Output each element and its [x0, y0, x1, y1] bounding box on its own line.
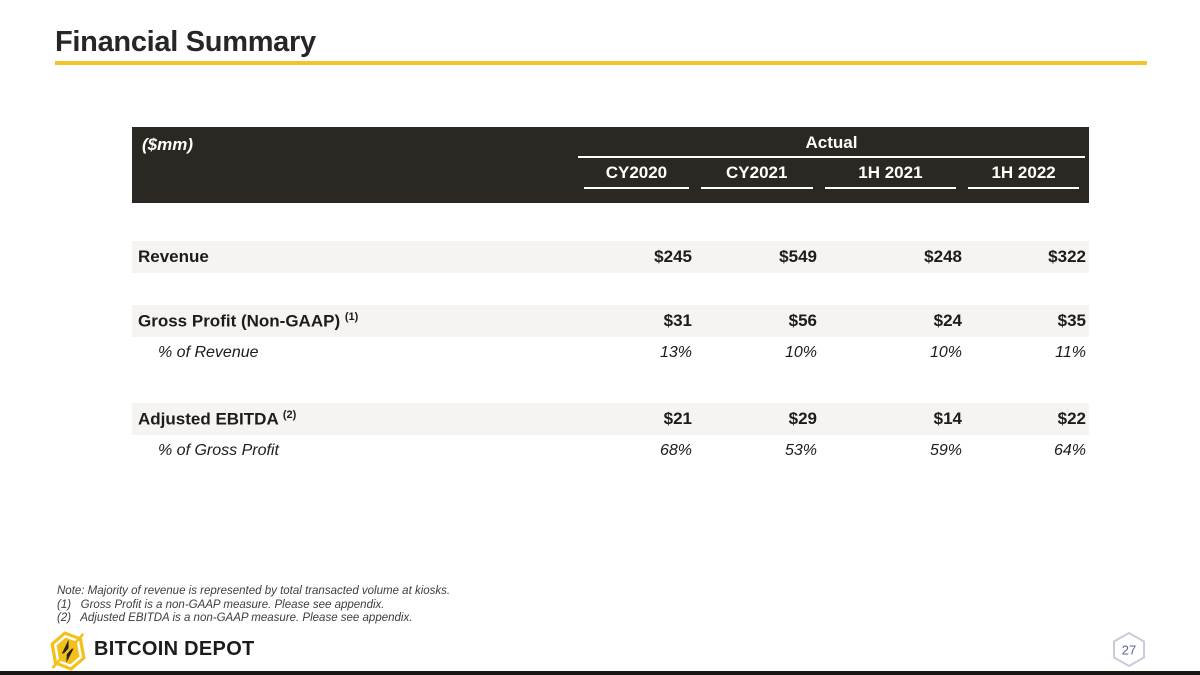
- group-header-rule: [578, 156, 1085, 158]
- bitcoin-depot-logo-icon: [50, 631, 86, 671]
- value-cell: 13%: [659, 343, 692, 361]
- table-row: Gross Profit (Non-GAAP) (1) $31 $56 $24 $35: [132, 305, 1089, 337]
- table-header-columns-group: Actual CY2020 CY2021 1H 2021 1H 2022: [578, 127, 1085, 203]
- page-number: 27: [1122, 643, 1136, 658]
- page-number-badge: 27: [1113, 631, 1145, 668]
- column-header: CY2020: [578, 163, 695, 189]
- footnote-line: Note: Majority of revenue is represented…: [57, 585, 451, 597]
- value-cell: $22: [1057, 409, 1086, 428]
- column-header: 1H 2022: [962, 163, 1085, 189]
- footnote-marker: (2): [282, 408, 297, 421]
- value-cell: $24: [933, 311, 962, 330]
- table-section: Adjusted EBITDA (2) $21 $29 $14 $22 % of Gros…: [132, 403, 1089, 466]
- row-label: Adjusted EBITDA (2): [138, 408, 297, 429]
- brand-name: BITCOIN DEPOT: [94, 638, 255, 660]
- table-row: % of Revenue 13% 10% 10% 11%: [132, 337, 1089, 368]
- column-header: 1H 2021: [819, 163, 963, 189]
- value-cell: 68%: [659, 441, 692, 459]
- value-cell: $14: [933, 409, 962, 428]
- row-label: % of Gross Profit: [158, 441, 279, 459]
- title-underline: [55, 61, 1147, 65]
- value-cell: 64%: [1053, 441, 1086, 459]
- value-cell: $56: [788, 311, 817, 330]
- table-body: Revenue $245 $549 $248 $322 Gross Profit (Non…: [132, 241, 1089, 466]
- footnote-line: (2) Adjusted EBITDA is a non-GAAP measur…: [57, 612, 413, 624]
- row-label: % of Revenue: [158, 343, 259, 361]
- value-cell: $31: [663, 311, 692, 330]
- value-cell: 10%: [929, 343, 962, 361]
- page-number-hexagon: [1113, 631, 1145, 668]
- page-title: Financial Summary: [55, 26, 316, 58]
- table-row: % of Gross Profit 68% 53% 59% 64%: [132, 435, 1089, 466]
- group-header-actual: Actual: [805, 133, 858, 152]
- footnote-marker: (1): [344, 310, 359, 323]
- value-cell: $21: [663, 409, 692, 428]
- row-label: Revenue: [138, 247, 209, 266]
- value-cell: $29: [788, 409, 817, 428]
- bottom-bar: [0, 671, 1200, 675]
- value-cell: $245: [654, 247, 692, 266]
- table-header: ($mm) Actual CY2020 CY2021 1H 2021 1H 2022: [132, 127, 1089, 203]
- row-label: Gross Profit (Non-GAAP) (1): [138, 310, 359, 331]
- value-cell: $35: [1057, 311, 1086, 330]
- value-cell: $248: [924, 247, 962, 266]
- value-cell: 11%: [1055, 343, 1086, 361]
- value-cell: 10%: [784, 343, 817, 361]
- unit-label: ($mm): [142, 135, 194, 154]
- value-cell: 59%: [929, 441, 962, 459]
- value-cell: 53%: [784, 441, 817, 459]
- value-cell: $549: [779, 247, 817, 266]
- table-section: Gross Profit (Non-GAAP) (1) $31 $56 $24 $35%…: [132, 305, 1089, 368]
- footnote-line: (1) Gross Profit is a non-GAAP measure. …: [57, 598, 385, 611]
- table-section: Revenue $245 $549 $248 $322: [132, 241, 1089, 273]
- column-headers: CY2020 CY2021 1H 2021 1H 2022: [578, 163, 1085, 189]
- value-cell: $322: [1048, 247, 1086, 266]
- table-row: Revenue $245 $549 $248 $322: [132, 241, 1089, 273]
- table-row: Adjusted EBITDA (2) $21 $29 $14 $22: [132, 403, 1089, 435]
- footnotes: Note: Majority of revenue is represented…: [57, 585, 450, 626]
- column-header: CY2021: [695, 163, 819, 189]
- financial-table: ($mm) Actual CY2020 CY2021 1H 2021 1H 2022 …: [132, 127, 1089, 466]
